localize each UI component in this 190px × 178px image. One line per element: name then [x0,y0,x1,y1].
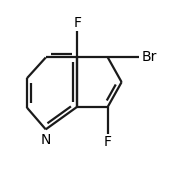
Text: Br: Br [141,51,157,64]
Text: N: N [40,133,51,147]
Text: F: F [104,135,112,149]
Text: F: F [73,16,81,30]
